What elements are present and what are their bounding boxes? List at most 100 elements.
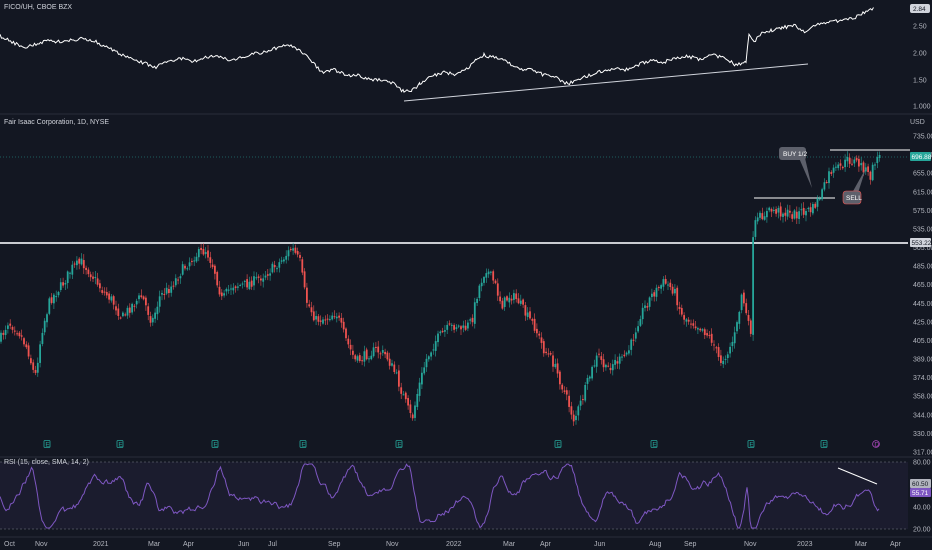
ratio-line (0, 7, 874, 93)
candle-body (726, 354, 729, 359)
price-pane: Fair Isaac Corporation, 1D, NYSE USD 735… (0, 119, 932, 457)
candle-body (322, 319, 324, 324)
earnings-marker[interactable] (395, 440, 403, 448)
candle-body (361, 360, 363, 362)
earnings-marker[interactable] (116, 440, 124, 448)
candle-body (570, 406, 573, 415)
candle-body (655, 287, 658, 297)
candle-body (246, 279, 248, 288)
candle-body (404, 392, 407, 400)
candle-body (255, 277, 258, 279)
candle-body (377, 346, 380, 353)
candle-body (342, 321, 345, 330)
candle-body (745, 303, 748, 314)
candle-body (823, 182, 826, 190)
price-currency: USD (910, 119, 925, 126)
candle-body (156, 306, 159, 315)
candle-body (48, 298, 51, 314)
current-price-value: 696.88 (912, 154, 932, 161)
candle-body (832, 167, 835, 173)
candle-body (547, 353, 550, 355)
candle-body (490, 271, 492, 273)
candle-body (754, 220, 757, 237)
candle-body (46, 314, 48, 323)
candle-body (356, 356, 359, 361)
time-axis-label: Apr (183, 541, 195, 548)
time-axis-label: Apr (890, 541, 902, 548)
earnings-marker[interactable] (554, 440, 562, 448)
event-marker-label: E (556, 442, 561, 449)
candle-body (611, 364, 614, 371)
candle-body (262, 278, 265, 282)
candle-body (809, 207, 812, 213)
candle-body (407, 398, 409, 406)
candle-body (329, 319, 331, 321)
candle-body (177, 279, 179, 281)
candle-body (579, 400, 582, 406)
candle-body (434, 341, 437, 351)
candle-body (552, 355, 554, 367)
candle-body (669, 282, 672, 288)
candle-body (119, 317, 122, 319)
price-axis-tick: 735.00 (913, 134, 932, 141)
ratio-pane: FICO/UH, CBOE BZX 2.50 2.00 1.50 1.000 2.84 (0, 4, 931, 111)
earnings-marker[interactable] (299, 440, 307, 448)
candle-body (299, 255, 301, 258)
candle-body (317, 316, 320, 322)
candle-body (876, 157, 879, 164)
earnings-marker[interactable] (211, 440, 219, 448)
candle-body (216, 272, 219, 286)
time-axis-label: Apr (540, 541, 552, 548)
dividend-marker[interactable] (872, 440, 880, 448)
candle-body (818, 198, 821, 200)
candle-body (124, 314, 127, 316)
candle-body (122, 312, 124, 317)
candle-body (595, 355, 598, 367)
candle-body (69, 272, 71, 274)
earnings-marker[interactable] (747, 440, 755, 448)
candle-body (223, 293, 225, 296)
candle-body (365, 349, 368, 360)
candle-body (207, 250, 209, 258)
candle-body (338, 315, 340, 318)
earnings-marker[interactable] (43, 440, 51, 448)
candle-body (841, 166, 844, 169)
candle-body (784, 212, 787, 216)
candle-body (533, 318, 536, 331)
candle-body (630, 339, 633, 350)
candle-body (586, 378, 589, 384)
rsi-axis-tick: 80.00 (913, 460, 931, 467)
candle-body (117, 308, 120, 316)
candle-body (694, 326, 697, 329)
candle-body (354, 355, 357, 360)
candle-body (577, 406, 580, 416)
candle-body (381, 349, 384, 353)
candle-body (94, 276, 97, 279)
event-marker-label: E (213, 442, 218, 449)
candle-body (158, 296, 161, 307)
candle-body (674, 288, 676, 294)
candle-body (453, 325, 455, 330)
rsi-trendline (837, 467, 878, 485)
candle-body (375, 346, 377, 348)
candle-body (766, 210, 768, 218)
candle-body (257, 276, 260, 278)
event-marker-label: D (874, 442, 879, 449)
support-level-value: 553.22 (912, 240, 932, 247)
candle-body (729, 346, 731, 354)
candle-body (646, 306, 649, 308)
earnings-marker[interactable] (650, 440, 658, 448)
candle-body (690, 323, 692, 325)
candle-body (584, 385, 587, 401)
candle-body (708, 334, 711, 336)
candle-body (768, 207, 771, 211)
candle-body (855, 157, 858, 161)
candle-body (220, 292, 223, 297)
earnings-marker[interactable] (820, 440, 828, 448)
candle-body (563, 390, 566, 392)
candle-body (508, 297, 511, 303)
candle-body (678, 306, 681, 310)
buy-callout-label: BUY 1/2 (783, 151, 807, 158)
event-marker-label: E (301, 442, 306, 449)
candle-body (310, 307, 313, 313)
